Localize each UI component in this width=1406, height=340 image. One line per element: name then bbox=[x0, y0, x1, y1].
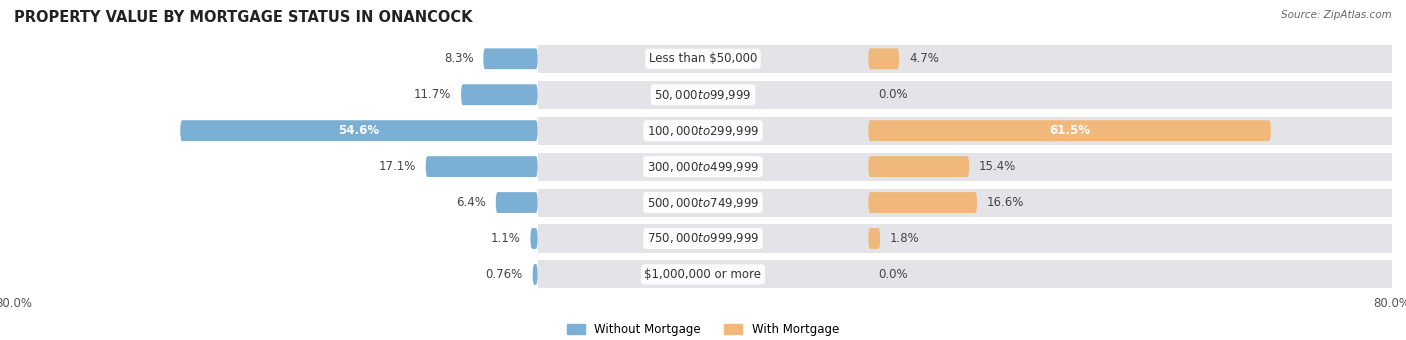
Bar bbox=[537, 117, 869, 145]
Text: 0.0%: 0.0% bbox=[879, 88, 908, 101]
Text: 54.6%: 54.6% bbox=[339, 124, 380, 137]
Bar bbox=[537, 45, 869, 73]
FancyBboxPatch shape bbox=[869, 48, 898, 69]
Bar bbox=[537, 117, 1062, 145]
Text: 1.1%: 1.1% bbox=[491, 232, 520, 245]
Bar bbox=[537, 224, 869, 253]
Text: $500,000 to $749,999: $500,000 to $749,999 bbox=[647, 195, 759, 209]
Text: 16.6%: 16.6% bbox=[987, 196, 1024, 209]
Text: 8.3%: 8.3% bbox=[444, 52, 474, 65]
Bar bbox=[869, 224, 1392, 253]
FancyBboxPatch shape bbox=[530, 228, 537, 249]
Bar bbox=[537, 260, 869, 288]
Text: Less than $50,000: Less than $50,000 bbox=[648, 52, 758, 65]
FancyBboxPatch shape bbox=[869, 120, 1271, 141]
Bar bbox=[537, 260, 1062, 288]
Text: 11.7%: 11.7% bbox=[413, 88, 451, 101]
Bar bbox=[537, 153, 1062, 181]
Bar bbox=[869, 117, 1392, 145]
Bar bbox=[537, 153, 869, 181]
Text: 6.4%: 6.4% bbox=[456, 196, 486, 209]
Text: $300,000 to $499,999: $300,000 to $499,999 bbox=[647, 159, 759, 174]
Bar bbox=[537, 224, 1062, 253]
Text: $50,000 to $99,999: $50,000 to $99,999 bbox=[654, 88, 752, 102]
Bar bbox=[537, 81, 1062, 109]
FancyBboxPatch shape bbox=[869, 156, 969, 177]
FancyBboxPatch shape bbox=[869, 228, 880, 249]
Bar bbox=[869, 45, 1392, 73]
FancyBboxPatch shape bbox=[869, 192, 977, 213]
Bar bbox=[869, 260, 1392, 288]
Text: Source: ZipAtlas.com: Source: ZipAtlas.com bbox=[1281, 10, 1392, 20]
Text: $100,000 to $299,999: $100,000 to $299,999 bbox=[647, 124, 759, 138]
FancyBboxPatch shape bbox=[426, 156, 537, 177]
Text: 0.0%: 0.0% bbox=[879, 268, 908, 281]
Bar bbox=[869, 153, 1392, 181]
Legend: Without Mortgage, With Mortgage: Without Mortgage, With Mortgage bbox=[562, 319, 844, 340]
Text: 15.4%: 15.4% bbox=[979, 160, 1017, 173]
Text: 0.76%: 0.76% bbox=[485, 268, 523, 281]
Text: 4.7%: 4.7% bbox=[908, 52, 939, 65]
FancyBboxPatch shape bbox=[496, 192, 537, 213]
Text: 61.5%: 61.5% bbox=[1049, 124, 1090, 137]
FancyBboxPatch shape bbox=[461, 84, 537, 105]
FancyBboxPatch shape bbox=[484, 48, 537, 69]
FancyBboxPatch shape bbox=[533, 264, 537, 285]
Text: 1.8%: 1.8% bbox=[890, 232, 920, 245]
Text: PROPERTY VALUE BY MORTGAGE STATUS IN ONANCOCK: PROPERTY VALUE BY MORTGAGE STATUS IN ONA… bbox=[14, 10, 472, 25]
Bar bbox=[537, 188, 1062, 217]
Text: $1,000,000 or more: $1,000,000 or more bbox=[644, 268, 762, 281]
FancyBboxPatch shape bbox=[180, 120, 537, 141]
Bar bbox=[869, 188, 1392, 217]
Text: 17.1%: 17.1% bbox=[378, 160, 416, 173]
Bar bbox=[537, 188, 869, 217]
Text: $750,000 to $999,999: $750,000 to $999,999 bbox=[647, 232, 759, 245]
Bar bbox=[869, 81, 1392, 109]
Bar bbox=[537, 81, 869, 109]
Bar bbox=[537, 45, 1062, 73]
